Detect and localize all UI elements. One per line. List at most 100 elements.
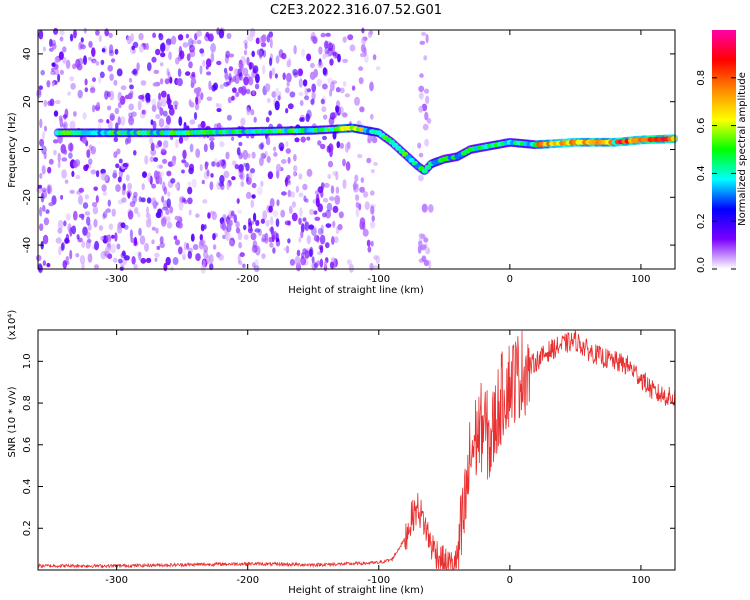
spectrogram-noise-dot (162, 158, 168, 164)
snr-frame (37, 329, 676, 571)
spectrogram-noise-dot (259, 156, 264, 167)
spectrogram-x-ticks: -300 -200 -100 0 100 (105, 30, 650, 285)
spectrogram-noise-dot (426, 247, 431, 255)
spectrogram-noise-dot (347, 141, 351, 150)
spectrogram-noise-dot (118, 158, 123, 164)
y-tick-label: 0.4 (22, 479, 33, 495)
spectrogram-noise-dot (174, 215, 181, 221)
spectrogram-noise-dot (58, 51, 64, 60)
spectrogram-noise-dot (189, 143, 194, 153)
spectrogram-noise-dot (261, 35, 265, 43)
spectrogram-noise-dot (90, 145, 97, 155)
spectrogram-noise-dot (108, 32, 113, 39)
spectrogram-noise-dot (98, 225, 104, 231)
spectrogram-noise-dot (58, 115, 63, 121)
spectrogram-noise-dot (238, 163, 244, 172)
snr-y-label: SNR (10 * v/v) (7, 386, 18, 457)
spectrogram-noise-dot (293, 154, 297, 162)
spectrogram-noise-dot (173, 100, 179, 107)
spectrogram-noise-dot (323, 260, 327, 268)
spectrogram-noise-dot (152, 32, 157, 39)
spectrogram-noise-dot (114, 232, 118, 242)
spectrogram-noise-dot (248, 61, 253, 71)
spectrogram-noise-dot (319, 234, 326, 245)
spectrogram-noise-dot (286, 81, 290, 87)
spectrogram-noise-dot (254, 83, 260, 90)
spectrogram-noise-dot (133, 150, 137, 156)
spectrogram-noise-dot (195, 148, 201, 158)
spectrogram-noise-dot (114, 107, 120, 115)
spectrogram-noise-dot (329, 261, 335, 269)
spectrogram-noise-dot (144, 242, 149, 252)
spectrogram-noise-dot (273, 146, 277, 152)
spectrogram-noise-dot (110, 243, 116, 254)
spectrogram-noise-dot (51, 67, 55, 72)
spectrogram-noise-dot (158, 171, 164, 178)
spectrogram-noise-dot (38, 85, 43, 90)
spectrogram-noise-dot (100, 59, 105, 66)
spectrogram-noise-dot (65, 59, 71, 69)
spectrogram-noise-dot (116, 225, 123, 234)
spectrogram-noise-dot (291, 212, 298, 222)
spectrogram-noise-dot (90, 85, 95, 91)
spectrogram-noise-dot (321, 106, 327, 113)
spectrogram-noise-dot (294, 255, 301, 266)
spectrogram-noise-dot (73, 111, 77, 117)
spectrogram-noise-dot (274, 100, 280, 111)
spectrogram-noise-dot (366, 157, 372, 164)
spectrogram-noise-dot (39, 206, 43, 217)
spectrogram-noise-dot (312, 36, 318, 44)
spectrogram-noise-dot (46, 184, 53, 195)
spectrogram-noise-dot (175, 139, 179, 149)
spectrogram-noise-dot (253, 212, 257, 222)
spectrogram-noise-dot (245, 162, 250, 172)
spectrogram-noise-dot (342, 158, 346, 167)
spectrogram-noise-dot (264, 83, 271, 92)
spectrogram-noise-dot (219, 174, 225, 184)
spectrogram-noise-dot (89, 87, 96, 94)
spectrogram-noise-dot (358, 77, 364, 85)
spectrogram-noise-dot (138, 32, 144, 41)
spectrogram-noise-dot (141, 183, 145, 191)
chart-title: C2E3.2022.316.07.52.G01 (270, 3, 442, 18)
spectrogram-noise-dot (273, 152, 278, 157)
spectrogram-noise-dot (181, 169, 185, 174)
spectrogram-noise-dot (366, 239, 371, 247)
spectrogram-noise-dot (261, 253, 266, 259)
spectrogram-noise-dot (244, 42, 248, 50)
spectrogram-noise-dot (275, 55, 280, 64)
spectrogram-noise-dot (60, 144, 67, 154)
spectrogram-noise-dot (195, 213, 200, 218)
spectrogram-noise-dot (278, 142, 285, 151)
spectrogram-noise-dot (265, 219, 270, 227)
colorbar-tick-label: 0.4 (696, 165, 707, 181)
spectrogram-noise-dot (48, 47, 54, 52)
spectrogram-noise-dot (92, 206, 99, 215)
spectrogram-noise-dot (167, 191, 171, 198)
spectrogram-noise-dot (419, 40, 426, 45)
spectrogram-noise-dot (170, 178, 176, 184)
spectrogram-noise-dot (62, 56, 67, 64)
spectrogram-noise-dot (355, 201, 360, 208)
spectrogram-noise-dot (182, 254, 186, 261)
spectrogram-noise-dot (204, 33, 210, 42)
spectrogram-noise-dot (364, 201, 370, 211)
spectrogram-noise-dot (223, 67, 228, 74)
spectrogram-noise-dot (260, 218, 265, 224)
spectrogram-noise-dot (192, 244, 199, 251)
spectrogram-noise-dot (313, 210, 318, 215)
spectrogram-noise-dot (303, 195, 307, 202)
spectrogram-noise-dot (153, 69, 160, 74)
spectrogram-noise-dot (251, 50, 255, 58)
y-tick-label: -40 (22, 237, 33, 253)
spectrogram-noise-dot (42, 204, 46, 212)
spectrogram-noise-dot (140, 257, 147, 264)
spectrogram-noise-dot (165, 38, 172, 46)
spectrogram-noise-dot (348, 263, 354, 273)
x-tick-label: -200 (236, 575, 259, 586)
spectrogram-noise-dot (298, 78, 303, 88)
spectrogram-noise-dot (225, 151, 230, 160)
spectrogram-noise-dot (362, 221, 366, 231)
spectrogram-noise-dot (221, 221, 226, 231)
